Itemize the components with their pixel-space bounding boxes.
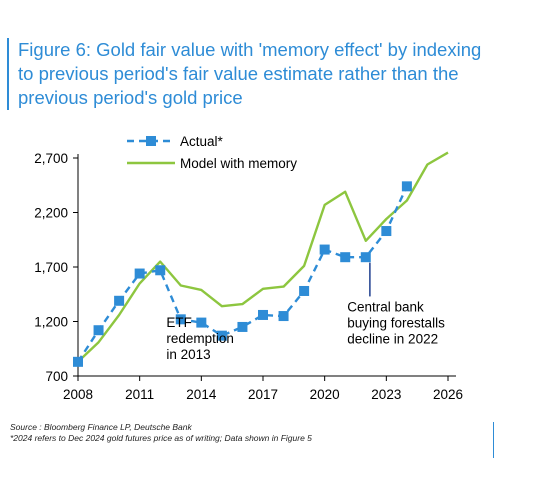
x-tick-label: 2023: [371, 387, 401, 402]
actual-point: [114, 295, 125, 306]
y-tick-label: 2,700: [34, 151, 68, 166]
actual-point: [175, 314, 186, 325]
legend-marker-actual: [146, 136, 156, 146]
legend-label-model: Model with memory: [180, 156, 297, 171]
x-tick-label: 2017: [248, 387, 278, 402]
series-line-actual: [76, 185, 408, 363]
actual-point: [278, 311, 289, 322]
annotation: ETF redemption in 2013: [166, 315, 234, 362]
y-tick-label: 700: [45, 369, 68, 384]
actual-point: [155, 265, 166, 276]
x-tick-label: 2014: [186, 387, 217, 402]
annotation-line: redemption: [166, 331, 234, 346]
actual-point: [401, 181, 412, 192]
title-line-3: previous period's gold price: [18, 87, 243, 108]
x-tick-label: 2008: [63, 387, 93, 402]
actual-point: [196, 317, 207, 328]
actual-point: [73, 356, 83, 367]
y-tick-label: 1,200: [34, 315, 68, 330]
title-line-1: Figure 6: Gold fair value with 'memory e…: [18, 39, 482, 60]
actual-point: [93, 325, 104, 336]
actual-point: [360, 252, 371, 263]
series-line-model: [77, 151, 449, 363]
actual-point: [381, 226, 392, 237]
tick-labels: 700 1,200 1,700 2,200 2,700 2008 2011 2014 2017 2…: [34, 151, 463, 402]
right-divider: [493, 422, 494, 458]
actual-point: [319, 244, 330, 255]
annotation: Central bank buying forestalls decline in …: [347, 300, 445, 347]
chart-title: Figure 6: Gold fair value with 'memory e…: [7, 38, 508, 110]
annotation-line: ETF: [166, 315, 192, 330]
annotation-line: in 2013: [166, 347, 210, 362]
x-tick-label: 2026: [433, 387, 463, 402]
futures-note: *2024 refers to Dec 2024 gold futures pr…: [10, 433, 312, 443]
actual-point: [340, 252, 351, 263]
annotations: ETF redemption in 2013 Central bank buying f…: [166, 262, 445, 362]
actual-point: [237, 321, 248, 332]
annotation-line: Central bank: [347, 300, 424, 315]
annotation-line: decline in 2022: [347, 332, 438, 347]
x-tick-label: 2020: [310, 387, 340, 402]
footnotes: Source : Bloomberg Finance LP, Deutsche …: [10, 422, 312, 444]
actual-point: [299, 285, 310, 296]
actual-point: [216, 330, 227, 341]
actual-point: [134, 268, 145, 279]
title-line-2: to previous period's fair value estimate…: [18, 63, 459, 84]
y-tick-label: 2,200: [34, 206, 68, 221]
y-tick-label: 1,700: [34, 260, 68, 275]
source-note: Source : Bloomberg Finance LP, Deutsche …: [10, 422, 192, 432]
series-markers: [73, 181, 412, 367]
legend: Actual* Model with memory: [127, 134, 297, 171]
legend-label-actual: Actual*: [180, 134, 224, 149]
axes: [73, 154, 456, 381]
actual-point: [258, 309, 268, 320]
annotation-line: buying forestalls: [347, 316, 445, 331]
series-lines: [76, 151, 449, 363]
chart-canvas: 700 1,200 1,700 2,200 2,700 2008 2011 2014 2017 2…: [34, 134, 463, 402]
x-tick-label: 2011: [125, 387, 154, 402]
